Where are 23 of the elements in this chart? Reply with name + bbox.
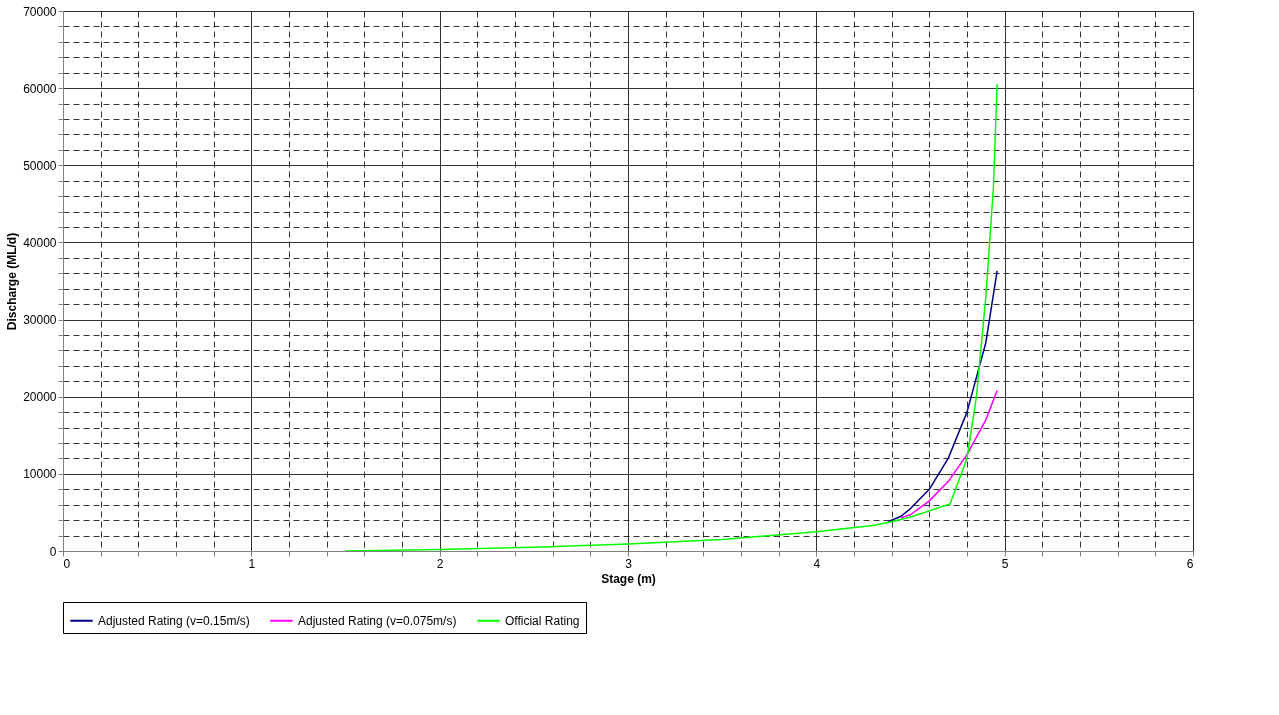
y-tick-label: 10000 xyxy=(23,467,57,482)
legend-label: Adjusted Rating (v=0.075m/s) xyxy=(298,613,457,628)
y-axis-title: Discharge (ML/d) xyxy=(5,232,20,331)
legend-label: Adjusted Rating (v=0.15m/s) xyxy=(98,613,250,628)
x-tick-label: 4 xyxy=(813,556,821,571)
line-series xyxy=(900,389,998,519)
x-axis-title: Stage (m) xyxy=(601,571,656,586)
x-tick-label: 3 xyxy=(625,556,633,571)
x-tick-label: 1 xyxy=(248,556,256,571)
x-tick-label: 6 xyxy=(1186,556,1194,571)
line-series xyxy=(344,83,998,551)
y-tick-label: 0 xyxy=(49,544,57,559)
x-tick-label: 5 xyxy=(1001,556,1009,571)
y-tick-label: 60000 xyxy=(23,81,57,96)
x-tick-label: 2 xyxy=(436,556,444,571)
y-tick-label: 20000 xyxy=(23,390,57,405)
y-tick-label: 70000 xyxy=(23,4,57,19)
x-tick-label: 0 xyxy=(63,556,71,571)
line-series xyxy=(887,270,998,523)
legend-label: Official Rating xyxy=(505,613,580,628)
y-tick-label: 30000 xyxy=(23,313,57,328)
y-tick-label: 40000 xyxy=(23,235,57,250)
y-tick-label: 50000 xyxy=(23,158,57,173)
